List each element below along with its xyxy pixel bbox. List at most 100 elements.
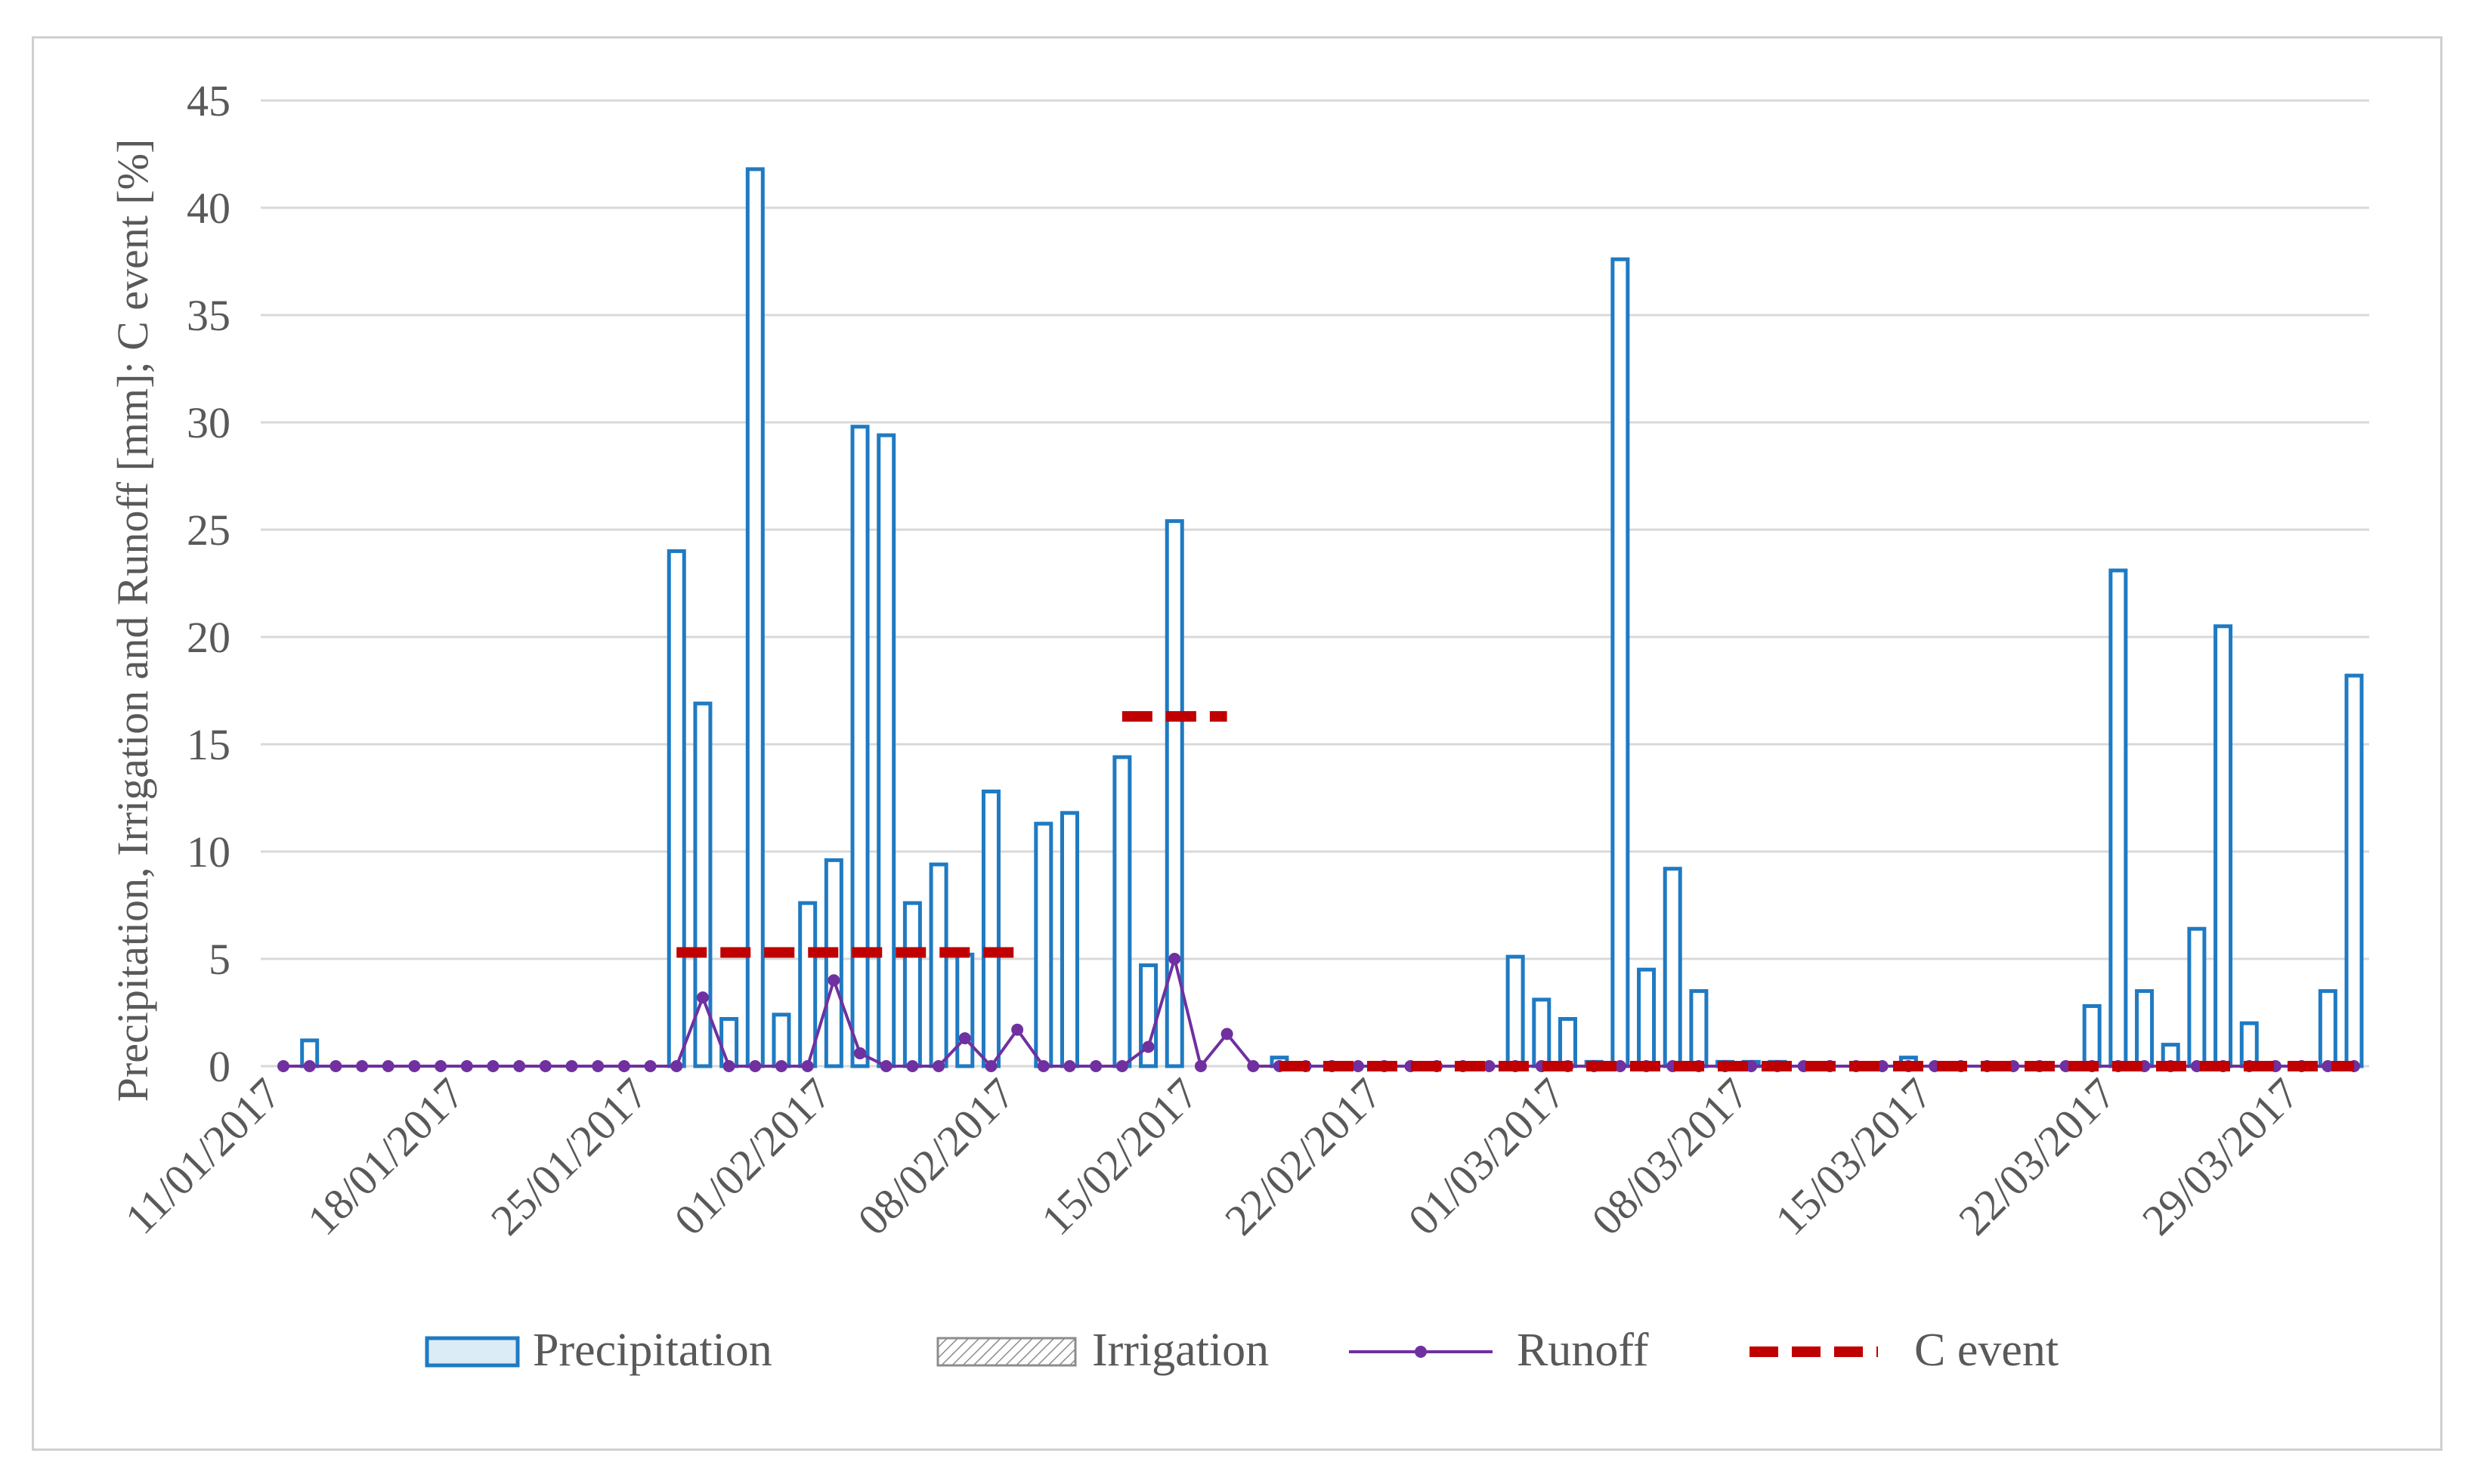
runoff-point	[513, 1060, 526, 1072]
precipitation-bar	[1505, 954, 1525, 1068]
runoff-point	[880, 1060, 893, 1072]
runoff-point	[356, 1060, 369, 1072]
legend-swatch-precipitation	[425, 1336, 520, 1368]
precipitation-bar	[2344, 673, 2364, 1068]
runoff-point	[1613, 1060, 1626, 1072]
y-tick-label: 35	[187, 291, 230, 340]
x-tick-label: 01/02/2017	[665, 1068, 841, 1244]
runoff-point	[670, 1060, 683, 1072]
runoff-point	[277, 1060, 289, 1072]
precipitation-bar	[2108, 568, 2128, 1068]
precipitation-bar	[850, 425, 870, 1068]
legend: Precipitation Irrigation Runoff C event	[425, 1325, 2059, 1376]
precipitation-bar	[2135, 989, 2155, 1068]
chart-svg: 0 5 10 15 20 25 30 35 40 45 11/01/2017 18/01/2017 2…	[108, 76, 2369, 1376]
precipitation-bar	[2082, 1003, 2102, 1068]
y-tick-label: 25	[187, 505, 230, 555]
precipitation-bar	[1060, 811, 1080, 1068]
y-tick-label: 40	[187, 184, 230, 233]
gridlines	[261, 99, 2369, 1068]
runoff-point	[722, 1060, 735, 1072]
precipitation-bars	[300, 167, 2364, 1068]
y-tick-label: 10	[187, 827, 230, 876]
runoff-point	[1745, 1060, 1758, 1072]
x-tick-label: 25/01/2017	[481, 1068, 657, 1244]
y-axis-label: Precipitation, Irrigation and Runoff [mm…	[108, 139, 157, 1102]
precipitation-bar	[1034, 821, 1053, 1068]
precipitation-bar	[1112, 755, 1132, 1068]
precipitation-bar	[1637, 967, 1657, 1068]
x-tick-label: 18/01/2017	[298, 1068, 474, 1244]
precipitation-bar	[772, 1013, 791, 1068]
precipitation-bar	[2187, 926, 2207, 1068]
precipitation-bar	[1165, 519, 1184, 1068]
legend-label-runoff: Runoff	[1517, 1325, 1649, 1376]
y-tick-label: 0	[209, 1042, 230, 1091]
y-axis-tick-labels: 0 5 10 15 20 25 30 35 40 45	[187, 76, 230, 1091]
precipitation-bar	[1532, 997, 1551, 1068]
x-tick-label: 15/03/2017	[1765, 1068, 1941, 1244]
x-tick-label: 15/02/2017	[1032, 1068, 1208, 1244]
runoff-point	[749, 1060, 762, 1072]
runoff-point	[1194, 1060, 1207, 1072]
runoff-point	[303, 1060, 316, 1072]
runoff-point	[565, 1060, 578, 1072]
runoff-point	[329, 1060, 342, 1072]
runoff-point	[382, 1060, 394, 1072]
runoff-point	[408, 1060, 421, 1072]
precipitation-bar	[2239, 1021, 2259, 1068]
legend-swatch-irrigation	[936, 1337, 1077, 1367]
runoff-point	[985, 1060, 998, 1072]
precipitation-bar	[902, 901, 922, 1068]
x-tick-label: 01/03/2017	[1399, 1068, 1575, 1244]
precipitation-bar	[929, 862, 948, 1068]
precipitation-bar	[667, 549, 686, 1068]
x-tick-label: 22/02/2017	[1215, 1068, 1391, 1244]
runoff-point	[1220, 1028, 1233, 1040]
runoff-point	[1247, 1060, 1260, 1072]
precipitation-bar	[1689, 989, 1709, 1068]
runoff-point	[958, 1032, 971, 1045]
chart-frame: 0 5 10 15 20 25 30 35 40 45 11/01/2017 18/01/2017 2…	[32, 36, 2442, 1451]
runoff-point	[906, 1060, 919, 1072]
y-tick-label: 45	[187, 76, 230, 125]
runoff-point	[644, 1060, 657, 1072]
runoff-point	[854, 1047, 867, 1059]
y-tick-label: 30	[187, 398, 230, 447]
legend-label-c-event: C event	[1914, 1325, 2059, 1376]
runoff-point	[592, 1060, 605, 1072]
precipitation-bar	[745, 167, 765, 1068]
runoff-series	[277, 953, 2360, 1072]
legend-item-irrigation: Irrigation	[936, 1325, 1269, 1376]
precipitation-bar	[2213, 624, 2233, 1068]
precipitation-bar	[693, 701, 713, 1068]
runoff-point	[1352, 1060, 1365, 1072]
runoff-point	[617, 1060, 630, 1072]
precipitation-bar	[1610, 257, 1630, 1068]
legend-marker-runoff	[1415, 1346, 1427, 1358]
legend-label-irrigation: Irrigation	[1092, 1325, 1269, 1376]
x-tick-label: 08/02/2017	[849, 1068, 1025, 1244]
runoff-point	[487, 1060, 500, 1072]
x-tick-label: 29/03/2017	[2133, 1068, 2309, 1244]
precipitation-bar	[1558, 1017, 1577, 1068]
runoff-point	[1142, 1040, 1155, 1053]
runoff-point	[435, 1060, 447, 1072]
y-tick-label: 5	[209, 935, 230, 984]
runoff-point	[1168, 953, 1181, 965]
legend-item-precipitation: Precipitation	[425, 1325, 772, 1376]
precipitation-bar	[798, 901, 818, 1068]
precipitation-bar	[955, 952, 975, 1068]
runoff-point	[801, 1060, 814, 1072]
runoff-point	[1037, 1060, 1050, 1072]
x-tick-label: 08/03/2017	[1582, 1068, 1759, 1244]
runoff-point	[1011, 1023, 1024, 1036]
runoff-point	[775, 1060, 787, 1072]
runoff-point	[696, 991, 709, 1004]
c-event-series	[676, 711, 2354, 1071]
legend-item-c-event: C event	[1749, 1325, 2059, 1376]
runoff-point	[1063, 1060, 1076, 1072]
runoff-point	[539, 1060, 552, 1072]
runoff-line	[283, 953, 2354, 1070]
precipitation-bar	[2318, 989, 2337, 1068]
